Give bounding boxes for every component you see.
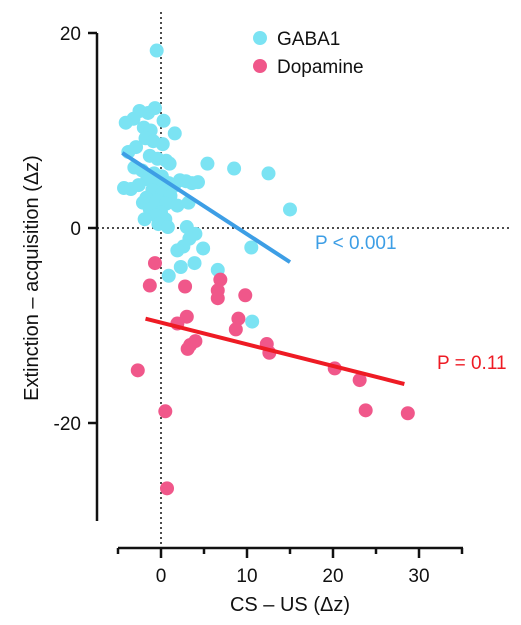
data-point-dopamine [359,403,373,417]
data-point-gaba1 [188,256,202,270]
p-value-gaba1: P < 0.001 [315,233,397,254]
data-point-dopamine [229,322,243,336]
legend-marker-dopamine [253,59,267,73]
data-point-gaba1 [283,202,297,216]
data-point-gaba1 [262,166,276,180]
data-point-gaba1 [161,220,175,234]
data-point-gaba1 [150,44,164,58]
data-point-gaba1 [138,212,152,226]
data-point-gaba1 [157,114,171,128]
data-point-gaba1 [124,182,138,196]
data-point-dopamine [178,280,192,294]
data-point-gaba1 [156,137,170,151]
y-axis-title: Extinction – acquisition (Δz) [21,155,43,401]
data-point-gaba1 [196,241,210,255]
data-point-gaba1 [148,101,162,115]
data-point-dopamine [143,279,157,293]
legend-marker-gaba1 [253,31,267,45]
x-axis-title: CS – US (Δz) [230,594,350,616]
data-point-dopamine [160,481,174,495]
data-point-dopamine [181,342,195,356]
y-tick-label: 0 [70,219,81,240]
data-point-dopamine [238,288,252,302]
data-point-gaba1 [227,162,241,176]
y-tick-label: 20 [60,24,81,45]
data-point-dopamine [148,256,162,270]
data-point-gaba1 [162,269,176,283]
data-point-gaba1 [168,126,182,140]
data-point-gaba1 [174,260,188,274]
data-point-dopamine [131,363,145,377]
x-tick-label: 30 [408,566,429,587]
x-tick-label: 0 [156,566,167,587]
data-point-gaba1 [191,175,205,189]
data-point-gaba1 [245,315,259,329]
data-point-dopamine [211,291,225,305]
ticks: 20 0 -20 0 10 20 30 [54,24,462,587]
p-value-dopamine: P = 0.11 [437,353,507,374]
x-tick-label: 10 [236,566,257,587]
data-point-dopamine [401,406,415,420]
data-point-gaba1 [244,241,258,255]
data-point-dopamine [158,404,172,418]
data-point-gaba1 [200,157,214,171]
axes [97,12,510,548]
data-point-gaba1 [163,157,177,171]
legend-label-dopamine: Dopamine [277,57,364,78]
legend-label-gaba1: GABA1 [277,29,340,50]
data-point-gaba1 [170,243,184,257]
legend: GABA1 Dopamine [253,29,364,78]
x-tick-label: 20 [322,566,343,587]
y-tick-label: -20 [54,414,81,435]
data-point-gaba1 [119,116,133,130]
